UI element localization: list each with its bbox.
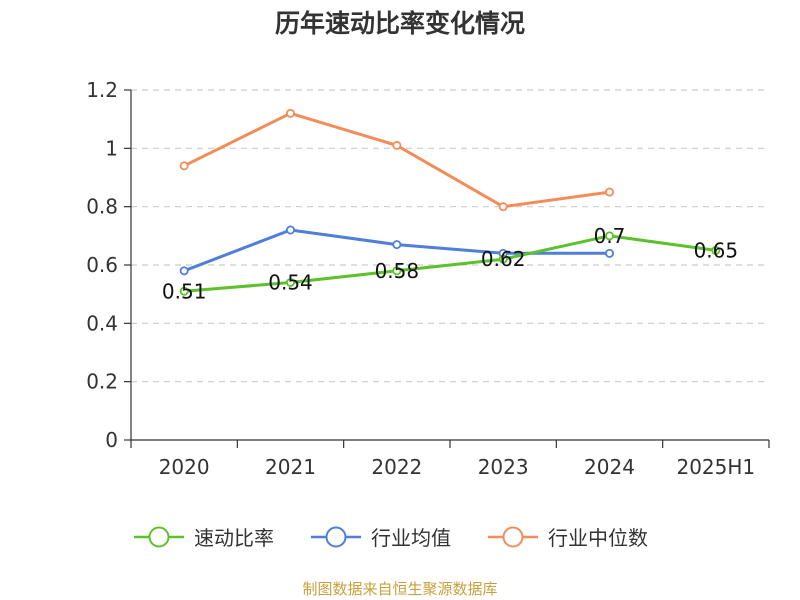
gridlines — [131, 89, 769, 383]
legend-label: 行业均值 — [371, 526, 451, 550]
data-labels: 0.51 0.54 0.58 0.62 0.7 0.65 — [162, 224, 738, 303]
legend-marker — [502, 526, 524, 548]
data-point — [392, 140, 402, 150]
data-label: 0.7 — [594, 224, 626, 248]
x-tick-label: 2023 — [478, 455, 529, 479]
y-tick-label: 0.6 — [86, 253, 118, 277]
data-label: 0.51 — [162, 279, 207, 303]
data-label: 0.65 — [694, 238, 739, 262]
data-point — [179, 266, 189, 276]
x-tick-label: 2021 — [265, 455, 316, 479]
data-point — [711, 245, 721, 255]
x-tick-label: 2022 — [371, 455, 422, 479]
data-point — [179, 286, 189, 296]
x-tick-label: 2020 — [159, 455, 210, 479]
y-tick-label: 0 — [105, 428, 118, 452]
y-tick-label: 1 — [105, 136, 118, 160]
legend-label: 速动比率 — [194, 526, 274, 550]
data-point — [605, 231, 615, 241]
data-point — [392, 266, 402, 276]
data-point — [498, 202, 508, 212]
data-point — [605, 248, 615, 258]
legend-marker — [325, 526, 347, 548]
data-point — [179, 161, 189, 171]
series-line — [183, 111, 610, 209]
data-point — [392, 240, 402, 250]
data-point — [285, 108, 295, 118]
y-tick-label: 0.4 — [86, 311, 118, 335]
series-line — [184, 234, 717, 293]
series-lines — [179, 108, 721, 296]
legend-label: 行业中位数 — [548, 526, 648, 550]
axes: 0 0.2 0.4 0.6 0.8 1 1.2 2020 2021 2022 2023 2024 202… — [86, 78, 770, 479]
data-point — [498, 254, 508, 264]
chart-title: 历年速动比率变化情况 — [275, 9, 525, 38]
x-tick-label: 2025H1 — [676, 455, 755, 479]
data-point — [285, 225, 295, 235]
data-point — [285, 277, 295, 287]
y-tick-label: 0.8 — [86, 195, 118, 219]
legend-marker — [148, 526, 170, 548]
y-tick-label: 1.2 — [86, 78, 118, 102]
data-label: 0.54 — [268, 271, 313, 295]
x-tick-label: 2024 — [584, 455, 635, 479]
legend: 速动比率 行业均值 行业中位数 — [134, 526, 648, 550]
data-label: 0.58 — [375, 259, 420, 283]
data-point — [605, 187, 615, 197]
data-source-note: 制图数据来自恒生聚源数据库 — [302, 580, 498, 598]
data-label: 0.62 — [481, 247, 526, 271]
y-tick-label: 0.2 — [86, 370, 118, 394]
